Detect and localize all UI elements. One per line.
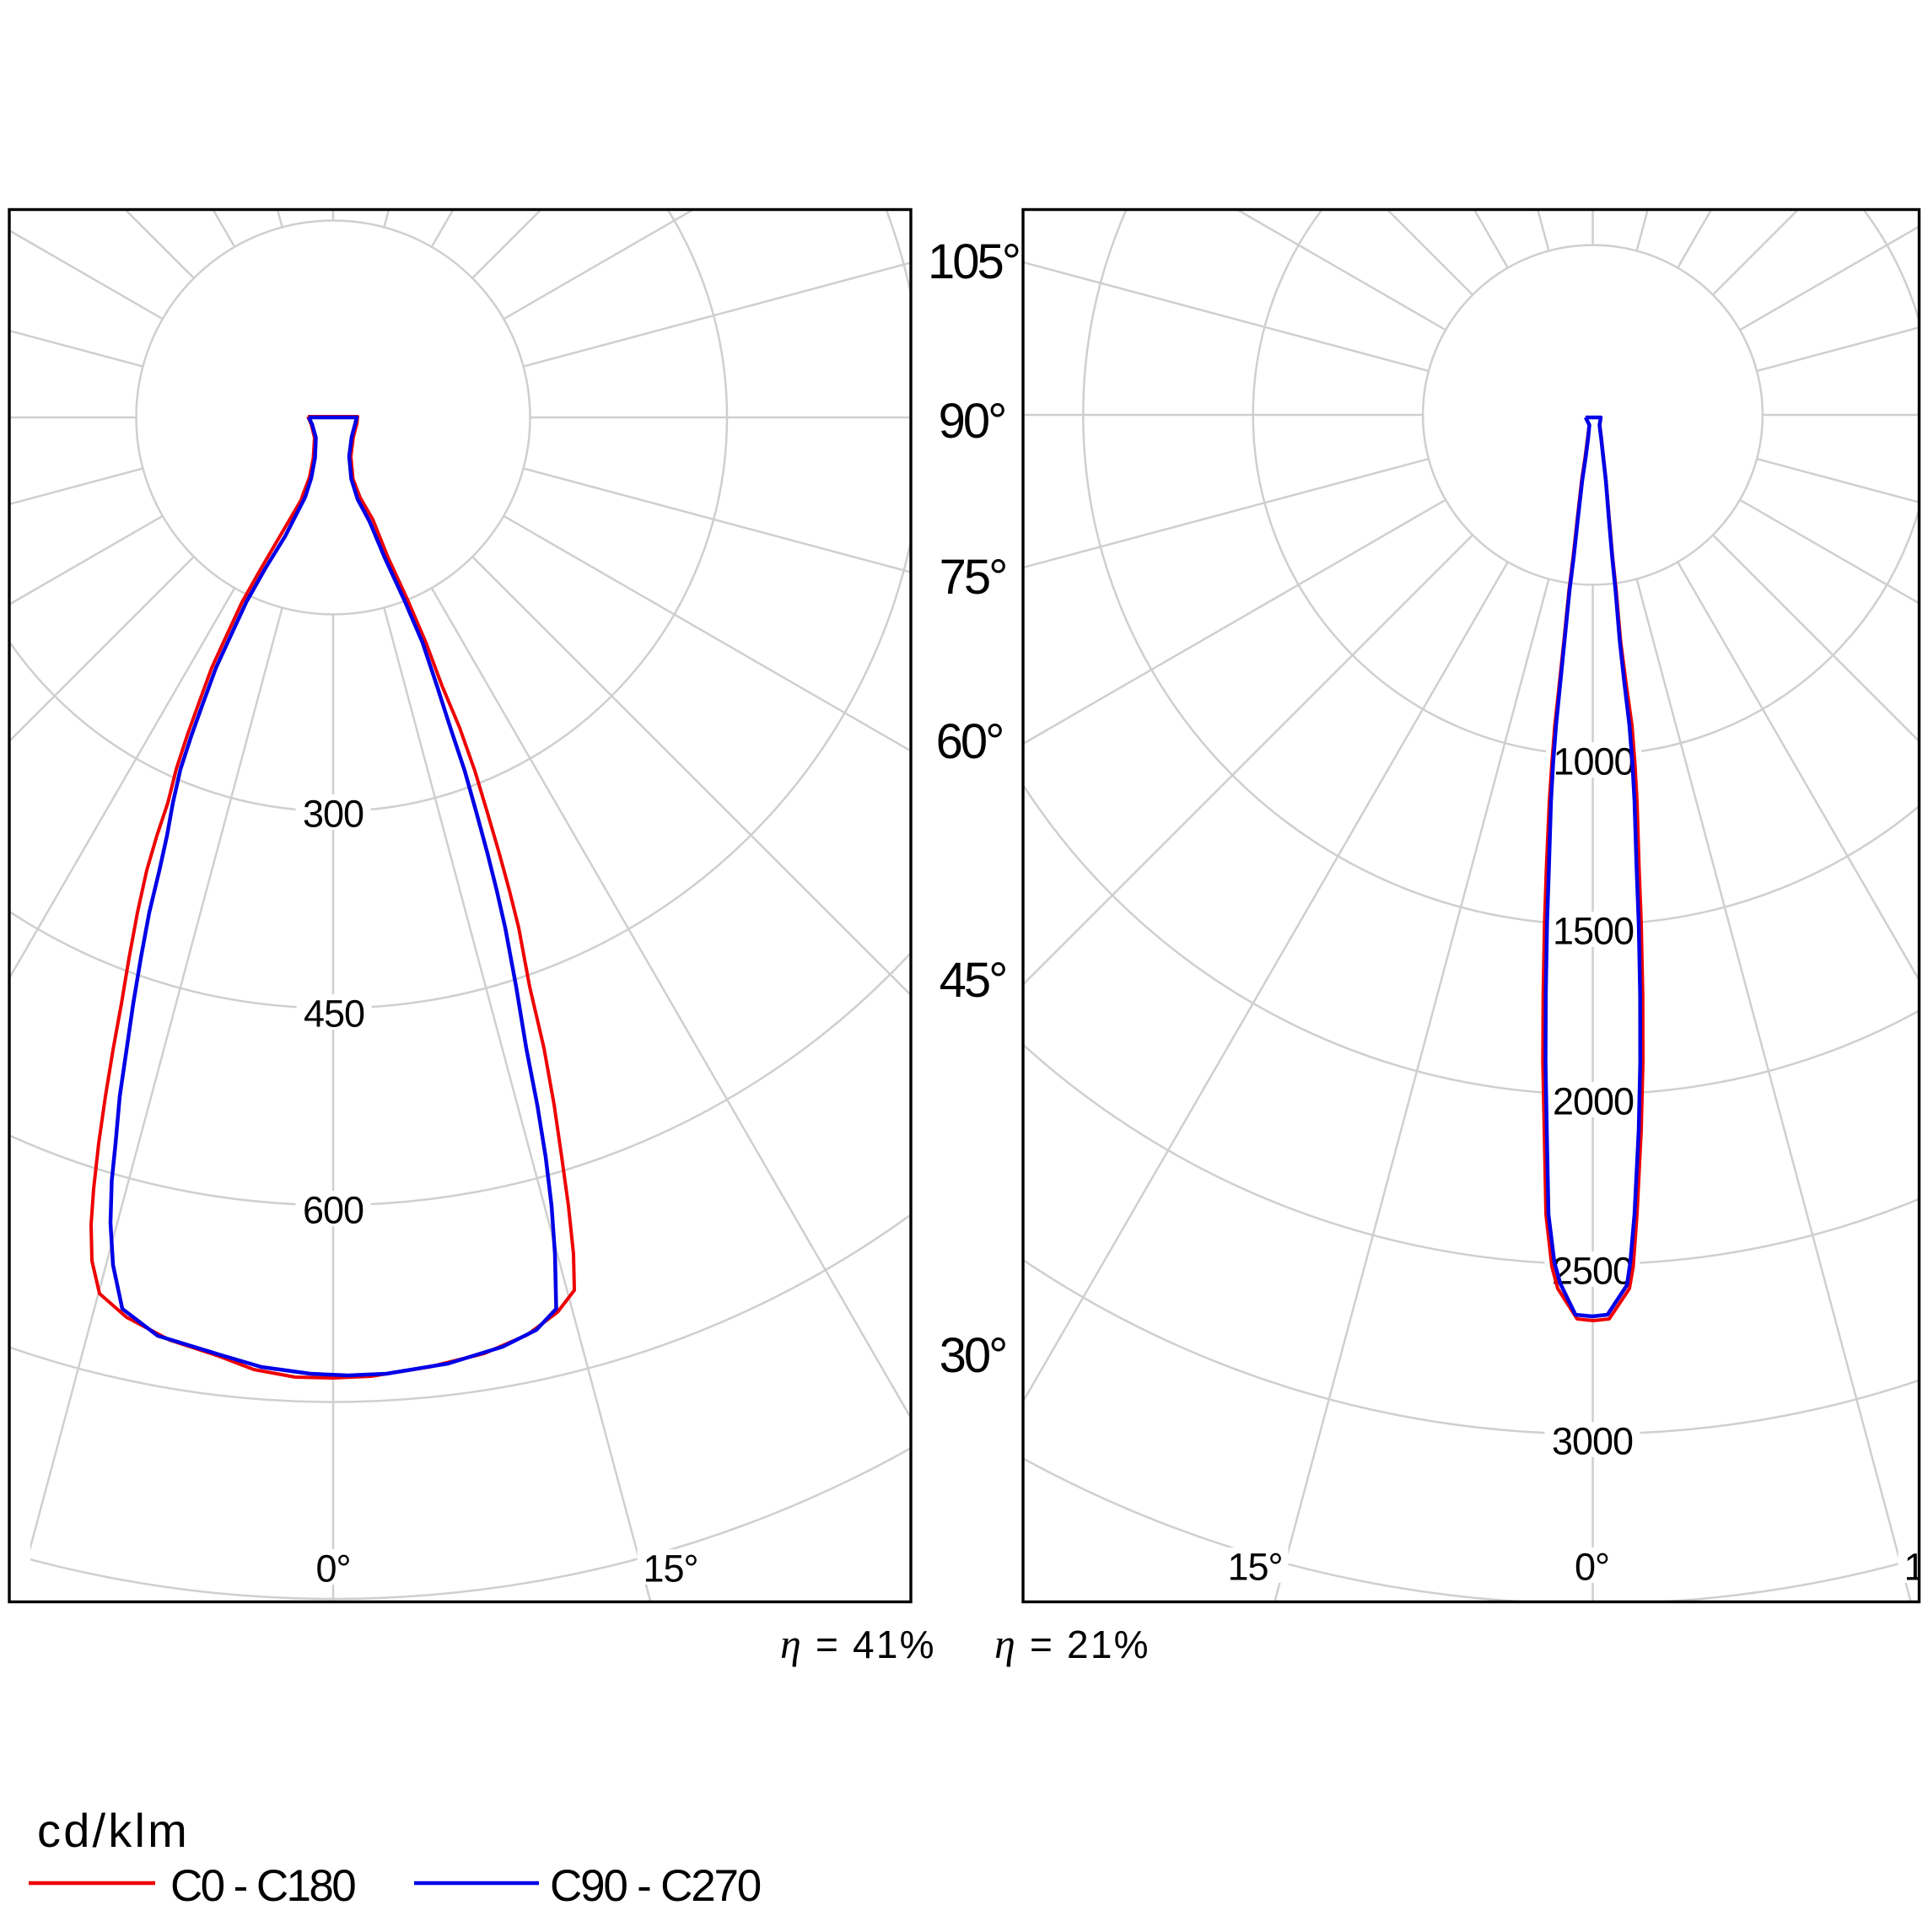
svg-text:3000: 3000 xyxy=(1552,1419,1633,1462)
svg-text:75°: 75° xyxy=(940,550,1006,605)
svg-text:1000: 1000 xyxy=(1553,740,1634,783)
svg-text:η = 41%: η = 41% xyxy=(780,1620,936,1667)
svg-text:2500: 2500 xyxy=(1552,1249,1633,1292)
svg-text:600: 600 xyxy=(303,1188,364,1231)
svg-text:90°: 90° xyxy=(939,394,1005,449)
svg-text:300: 300 xyxy=(303,792,364,835)
svg-text:C90 - C270: C90 - C270 xyxy=(550,1861,761,1911)
svg-text:0°: 0° xyxy=(315,1547,350,1590)
svg-text:45°: 45° xyxy=(940,953,1006,1008)
svg-text:1500: 1500 xyxy=(1553,909,1634,952)
svg-text:30°: 30° xyxy=(940,1328,1006,1383)
svg-text:cd/klm: cd/klm xyxy=(37,1804,190,1857)
svg-text:C0 - C180: C0 - C180 xyxy=(170,1861,355,1911)
svg-text:15°: 15° xyxy=(643,1547,697,1590)
svg-text:0°: 0° xyxy=(1575,1545,1609,1588)
svg-text:60°: 60° xyxy=(936,714,1003,769)
svg-text:105°: 105° xyxy=(928,234,1019,289)
svg-text:450: 450 xyxy=(304,992,364,1035)
svg-text:η = 21%: η = 21% xyxy=(994,1620,1150,1667)
svg-text:15°: 15° xyxy=(1227,1545,1282,1588)
svg-text:2000: 2000 xyxy=(1553,1079,1634,1122)
